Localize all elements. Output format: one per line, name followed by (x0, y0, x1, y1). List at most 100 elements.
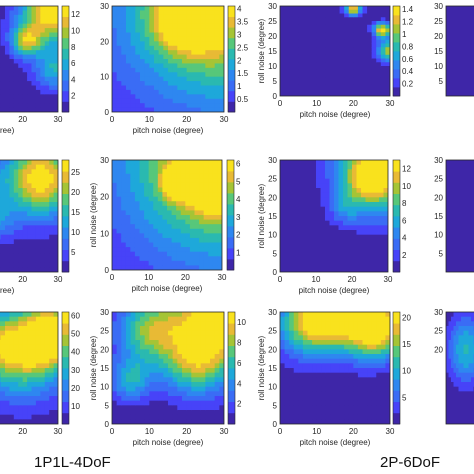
contour-cell (362, 92, 368, 96)
contour-cell (330, 58, 336, 63)
contour-cell (130, 237, 136, 244)
x-tick-label: 20 (18, 427, 27, 436)
contour-cell (293, 54, 299, 60)
contour-cell (199, 196, 205, 202)
contour-cell (27, 192, 33, 198)
contour-cell (365, 253, 371, 259)
contour-cell (177, 316, 183, 322)
contour-cell (284, 335, 290, 341)
contour-cell (121, 59, 127, 65)
contour-cell (130, 32, 136, 38)
contour-cell (153, 205, 159, 212)
contour-cell (217, 196, 222, 202)
contour-cell (284, 340, 290, 346)
contour-cell (189, 196, 196, 202)
contour-cell (121, 19, 127, 25)
contour-cell (214, 72, 220, 78)
contour-cell (212, 169, 219, 175)
contour-cell (139, 256, 145, 262)
contour-cell (371, 69, 377, 75)
contour-cell (177, 330, 183, 336)
contour-cell (140, 45, 146, 51)
contour-cell (214, 85, 220, 91)
contour-cell (208, 164, 214, 170)
contour-cell (148, 160, 154, 166)
contour-cell (302, 216, 308, 222)
x-tick-label: 0 (278, 275, 283, 284)
contour-cell (344, 69, 350, 75)
contour-cell (49, 174, 55, 180)
contour-cell (205, 54, 211, 60)
contour-cell (40, 36, 46, 42)
contour-cell (302, 21, 309, 26)
contour-cell (35, 239, 41, 245)
contour-cell (289, 326, 295, 332)
contour-cell (284, 69, 290, 75)
contour-cell (126, 358, 132, 364)
contour-cell (112, 414, 118, 420)
contour-cell (18, 32, 24, 38)
contour-cell (163, 340, 169, 346)
contour-cell (53, 6, 58, 12)
contour-cell (343, 174, 349, 180)
contour-cell (284, 258, 290, 264)
colorbar-segment (62, 334, 69, 346)
contour-field (280, 6, 390, 96)
contour-cell (157, 219, 164, 225)
contour-cell (316, 248, 322, 254)
contour-cell (134, 178, 141, 184)
contour-cell (22, 358, 28, 364)
contour-cell (5, 414, 11, 420)
contour-cell (53, 248, 58, 254)
colorbar-tick-label: 12 (71, 10, 80, 19)
contour-cell (176, 178, 182, 184)
contour-cell (22, 391, 28, 397)
colorbar-segment (393, 15, 400, 25)
contour-cell (212, 256, 219, 262)
contour-cell (371, 81, 377, 86)
contour-cell (219, 81, 224, 87)
contour-cell (31, 169, 37, 175)
contour-cell (357, 39, 364, 45)
contour-cell (177, 107, 183, 112)
contour-cell (31, 192, 37, 198)
contour-cell (144, 196, 150, 202)
contour-cell (293, 66, 299, 71)
contour-cell (210, 94, 216, 100)
contour-cell (212, 178, 219, 184)
contour-cell (121, 321, 127, 327)
contour-cell (35, 41, 41, 47)
contour-cell (189, 224, 196, 230)
contour-cell (180, 260, 186, 267)
contour-cell (182, 405, 188, 411)
contour-cell (339, 47, 345, 52)
contour-cell (35, 72, 41, 78)
contour-cell (330, 36, 336, 41)
contour-cell (22, 382, 28, 388)
contour-cell (44, 72, 50, 78)
contour-cell (348, 13, 354, 18)
contour-cell (298, 354, 304, 360)
contour-cell (126, 28, 132, 34)
contour-cell (9, 183, 15, 189)
contour-cell (176, 182, 182, 189)
contour-cell (182, 103, 188, 109)
contour-cell (172, 28, 178, 34)
contour-cell (284, 81, 290, 86)
y-axis-label: roll noise (degree) (257, 183, 266, 248)
contour-cell (31, 94, 37, 100)
contour-cell (22, 211, 28, 217)
contour-cell (194, 210, 200, 216)
contour-cell (163, 410, 169, 416)
contour-cell (370, 160, 376, 166)
contour-cell (18, 386, 24, 392)
colorbar-segment (228, 379, 235, 391)
axes-frame (111, 159, 223, 271)
contour-cell (112, 228, 118, 234)
contour-cell (307, 169, 313, 175)
contour-cell (374, 206, 380, 212)
contour-cell (0, 363, 6, 369)
contour-cell (168, 377, 174, 383)
contour-cell (334, 174, 340, 180)
contour-cell (149, 41, 155, 47)
